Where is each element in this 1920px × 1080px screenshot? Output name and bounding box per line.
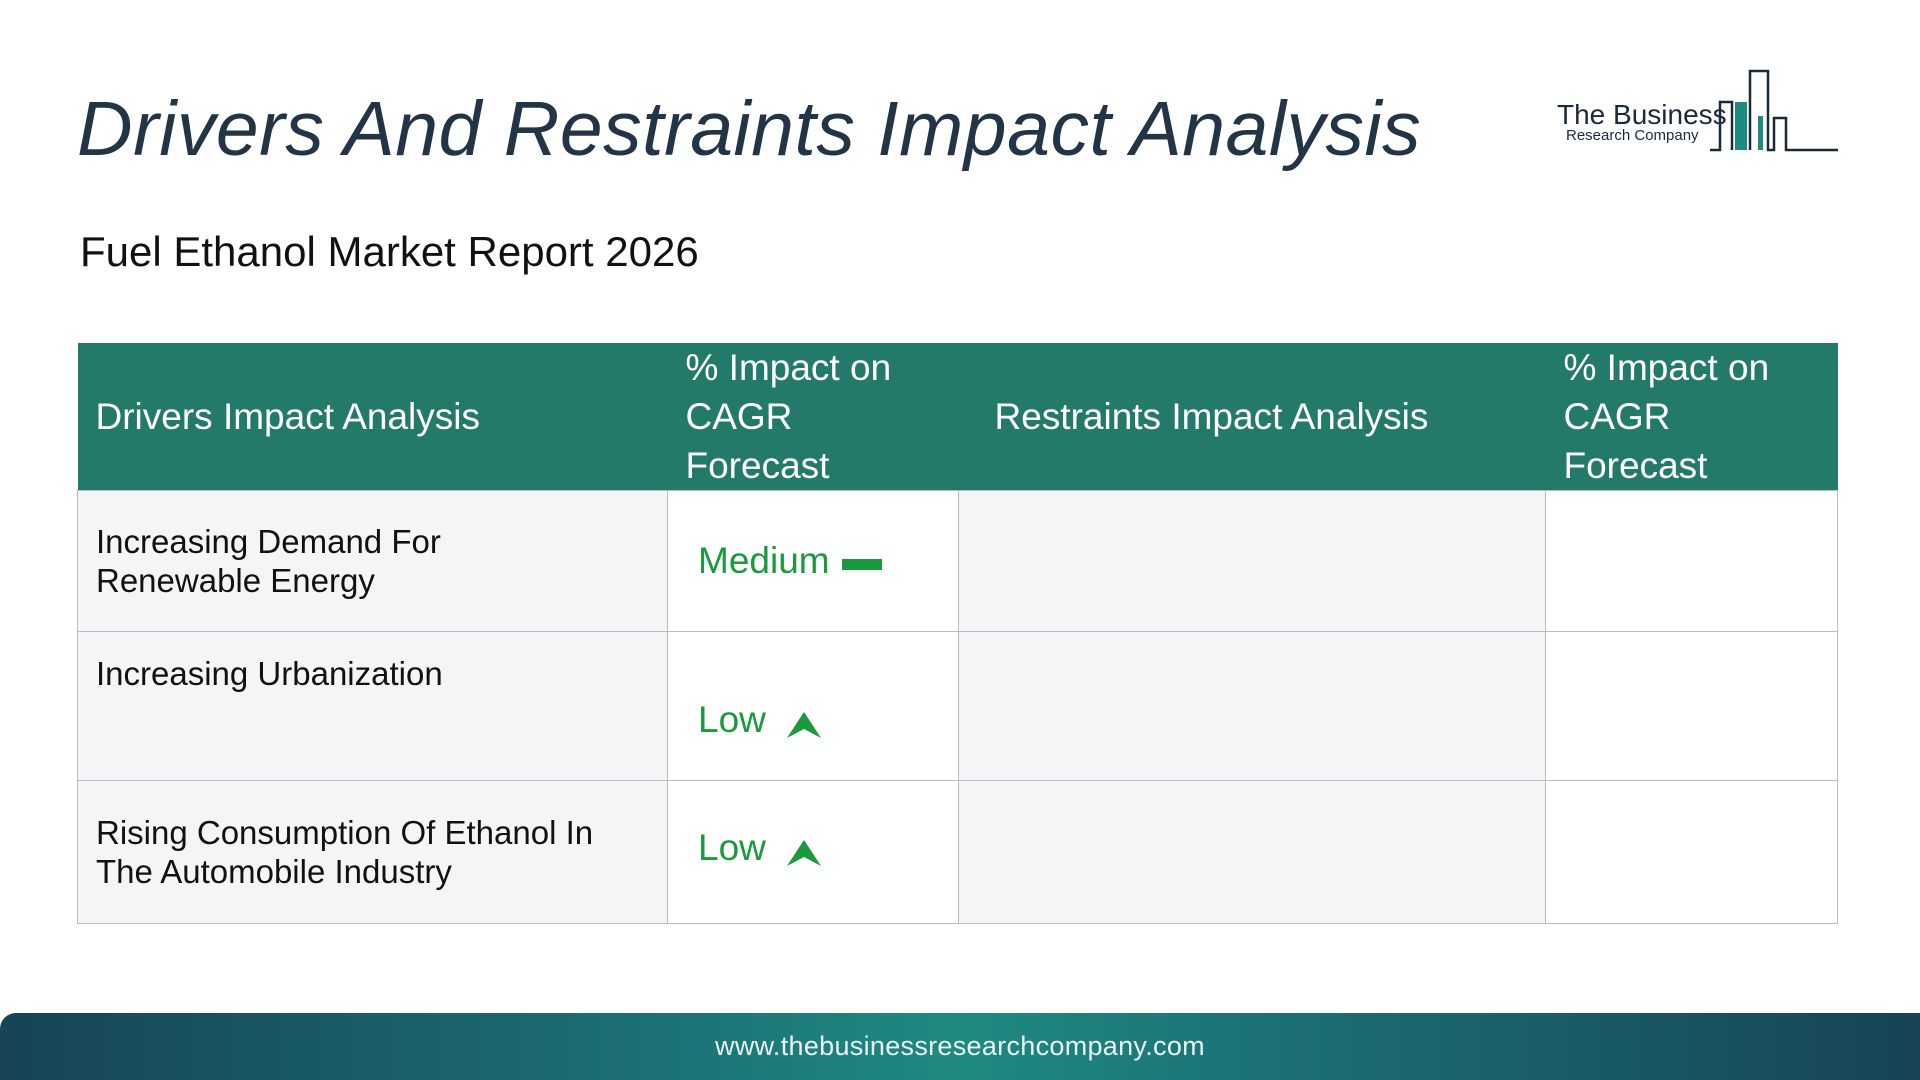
impact-label: Medium [698, 540, 830, 581]
driver-cell: Rising Consumption Of Ethanol In The Aut… [77, 780, 668, 924]
arrow-up-icon [786, 839, 821, 866]
impact-table: Drivers Impact Analysis % Impact on CAGR… [77, 343, 1838, 924]
table-header-row: Drivers Impact Analysis % Impact on CAGR… [77, 343, 1838, 491]
arrow-up-icon [786, 711, 821, 738]
driver-impact-cell: Low [667, 780, 959, 924]
footer-url[interactable]: www.thebusinessresearchcompany.com [715, 1031, 1205, 1061]
driver-impact-cell: Low [667, 631, 959, 781]
header-restraints-impact: % Impact on CAGR Forecast [1545, 343, 1838, 491]
table-row: Rising Consumption Of Ethanol In The Aut… [77, 780, 1838, 924]
impact-label: Low [698, 827, 766, 868]
table-row: Increasing Demand For Renewable Energy M… [77, 490, 1838, 632]
restraint-impact-cell [1545, 780, 1838, 924]
table-row: Increasing Urbanization Low [77, 631, 1838, 781]
report-subtitle: Fuel Ethanol Market Report 2026 [80, 228, 699, 275]
dash-icon [841, 559, 882, 570]
footer-bar: www.thebusinessresearchcompany.com [0, 1013, 1920, 1080]
driver-cell: Increasing Urbanization [77, 631, 668, 781]
restraint-impact-cell [1545, 490, 1838, 632]
restraint-cell [958, 780, 1546, 924]
restraint-cell [958, 631, 1546, 781]
restraint-impact-cell [1545, 631, 1838, 781]
driver-impact-cell: Medium [667, 490, 959, 632]
impact-label: Low [698, 699, 766, 740]
header-drivers: Drivers Impact Analysis [77, 343, 668, 491]
driver-cell: Increasing Demand For Renewable Energy [77, 490, 668, 632]
page-title: Drivers And Restraints Impact Analysis [77, 86, 1422, 172]
restraint-cell [958, 490, 1546, 632]
header-restraints: Restraints Impact Analysis [958, 343, 1546, 491]
logo-subtitle: Research Company [1566, 127, 1699, 144]
logo-name: The Business [1557, 99, 1727, 130]
header-drivers-impact: % Impact on CAGR Forecast [667, 343, 959, 491]
company-logo: The Business Research Company [1550, 66, 1840, 156]
building-bars-icon [1710, 69, 1838, 152]
